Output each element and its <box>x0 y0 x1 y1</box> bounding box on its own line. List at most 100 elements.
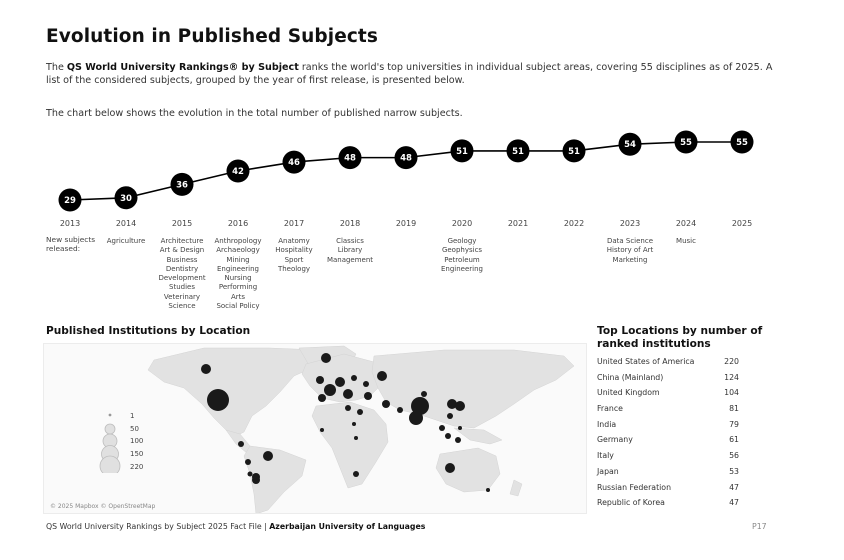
location-name: United States of America <box>597 357 695 366</box>
subject-item: Engineering <box>217 264 259 273</box>
location-row: India 79 <box>597 420 745 436</box>
subject-item: Dentistry <box>165 264 199 273</box>
bubble-ireland <box>316 376 324 384</box>
subject-item: Development <box>158 274 206 283</box>
world-map[interactable]: © 2025 Mapbox © OpenStreetMap <box>43 343 587 514</box>
top-locations-list: United States of America 220 China (Mainla… <box>597 357 745 514</box>
bubble-uk <box>321 353 331 363</box>
bubble-japan <box>455 401 465 411</box>
bubble-ethiopia <box>352 422 356 426</box>
location-row: United Kingdom 104 <box>597 388 745 404</box>
intro-paragraph: The QS World University Rankings® by Sub… <box>46 62 773 86</box>
location-count: 47 <box>729 498 739 508</box>
data-label: 48 <box>400 154 412 164</box>
location-name: Germany <box>597 435 633 445</box>
data-point <box>58 188 82 212</box>
bubble-thailand <box>439 425 445 431</box>
data-label: 42 <box>232 167 244 177</box>
x-tick-label: 2025 <box>731 219 753 228</box>
data-point <box>394 146 418 170</box>
bubble-usa <box>207 389 229 411</box>
footer-university: Azerbaijan University of Languages <box>269 522 426 531</box>
data-point <box>450 139 474 163</box>
legend-circle-1 <box>108 413 112 417</box>
location-count: 61 <box>729 435 739 445</box>
asia <box>371 349 575 429</box>
subject-item: Geophysics <box>441 246 483 255</box>
bubble-nigeria <box>320 428 324 432</box>
data-point <box>506 139 530 163</box>
bubble-italy <box>343 389 353 399</box>
subject-item: Agriculture <box>106 237 146 245</box>
subject-item: Hospitality <box>275 246 313 255</box>
subject-item: Engineering <box>441 264 483 273</box>
bubble-australia <box>445 463 455 473</box>
map-size-legend: 1 50 100 150 220 <box>88 409 148 473</box>
location-name: Russian Federation <box>597 482 672 492</box>
institution-bubbles <box>201 353 490 492</box>
southeast-asia <box>453 427 503 445</box>
x-tick-label: 2017 <box>283 219 305 228</box>
subjects-2015: Architecture Art & Design Business Dentistr… <box>147 237 217 311</box>
data-label: 36 <box>176 180 188 190</box>
bubble-egypt <box>345 405 351 411</box>
subjects-2023: Data Science History of Art Marketing <box>595 237 665 265</box>
data-label: 55 <box>736 138 748 148</box>
subjects-2020: Geology Geophysics Petroleum Engineering <box>427 237 497 274</box>
bubble-iran <box>382 400 390 408</box>
subject-item: Library <box>337 246 363 255</box>
subject-item: Social Policy <box>216 302 260 311</box>
location-row: Russian Federation 47 <box>597 483 745 499</box>
legend-circles <box>99 413 121 473</box>
new-subjects-label: New subjects released: <box>46 235 96 254</box>
subject-item: Nursing <box>224 274 252 283</box>
data-label: 51 <box>456 147 468 157</box>
bubble-colombia <box>245 459 251 465</box>
bubble-peru <box>247 471 253 477</box>
data-point <box>674 130 698 154</box>
subject-item: Architecture <box>160 237 204 245</box>
data-label: 55 <box>680 138 692 148</box>
south-america <box>243 445 307 513</box>
location-name: France <box>597 404 623 414</box>
bubble-turkey <box>364 392 372 400</box>
subject-item: Anthropology <box>214 237 262 245</box>
data-label: 46 <box>288 158 300 168</box>
bubble-mexico <box>238 441 244 447</box>
data-label: 29 <box>64 196 76 206</box>
subject-item: Petroleum <box>444 255 480 264</box>
subjects-2016: Anthropology Archaeology Mining Engineering… <box>203 237 273 311</box>
location-row: Japan 53 <box>597 467 745 483</box>
subject-item: Archaeology <box>216 246 260 255</box>
location-count: 79 <box>729 419 739 429</box>
subject-item: Mining <box>226 255 250 264</box>
location-name: Italy <box>597 451 614 461</box>
bubble-pakistan <box>397 407 403 413</box>
bubble-france <box>324 384 336 396</box>
location-row: Republic of Korea 47 <box>597 498 745 514</box>
x-tick-label: 2019 <box>395 219 417 228</box>
map-credit: © 2025 Mapbox © OpenStreetMap <box>50 503 156 510</box>
data-point <box>730 130 754 154</box>
bubble-poland <box>351 375 357 381</box>
subjects-2017: Anatomy Hospitality Sport Theology <box>259 237 329 274</box>
location-name: Japan <box>597 466 619 476</box>
subject-item: Classics <box>336 237 364 245</box>
subject-item: Sport <box>284 255 304 264</box>
data-label: 51 <box>568 147 580 157</box>
legend-circle-50 <box>104 423 116 435</box>
page-title: Evolution in Published Subjects <box>46 26 378 47</box>
subject-item: Marketing <box>612 255 648 264</box>
subject-item: Business <box>166 255 198 264</box>
new-zealand <box>509 479 523 497</box>
data-point <box>562 139 586 163</box>
intro-bold: QS World University Rankings® by Subject <box>66 62 299 73</box>
location-count: 47 <box>729 482 739 492</box>
location-name: Republic of Korea <box>597 498 665 508</box>
page-number: P17 <box>752 522 767 531</box>
x-tick-label: 2013 <box>59 219 81 228</box>
bubble-germany <box>335 377 345 387</box>
location-count: 81 <box>729 404 739 414</box>
location-row: China (Mainland) 124 <box>597 373 745 389</box>
bubble-new-zealand <box>486 488 490 492</box>
